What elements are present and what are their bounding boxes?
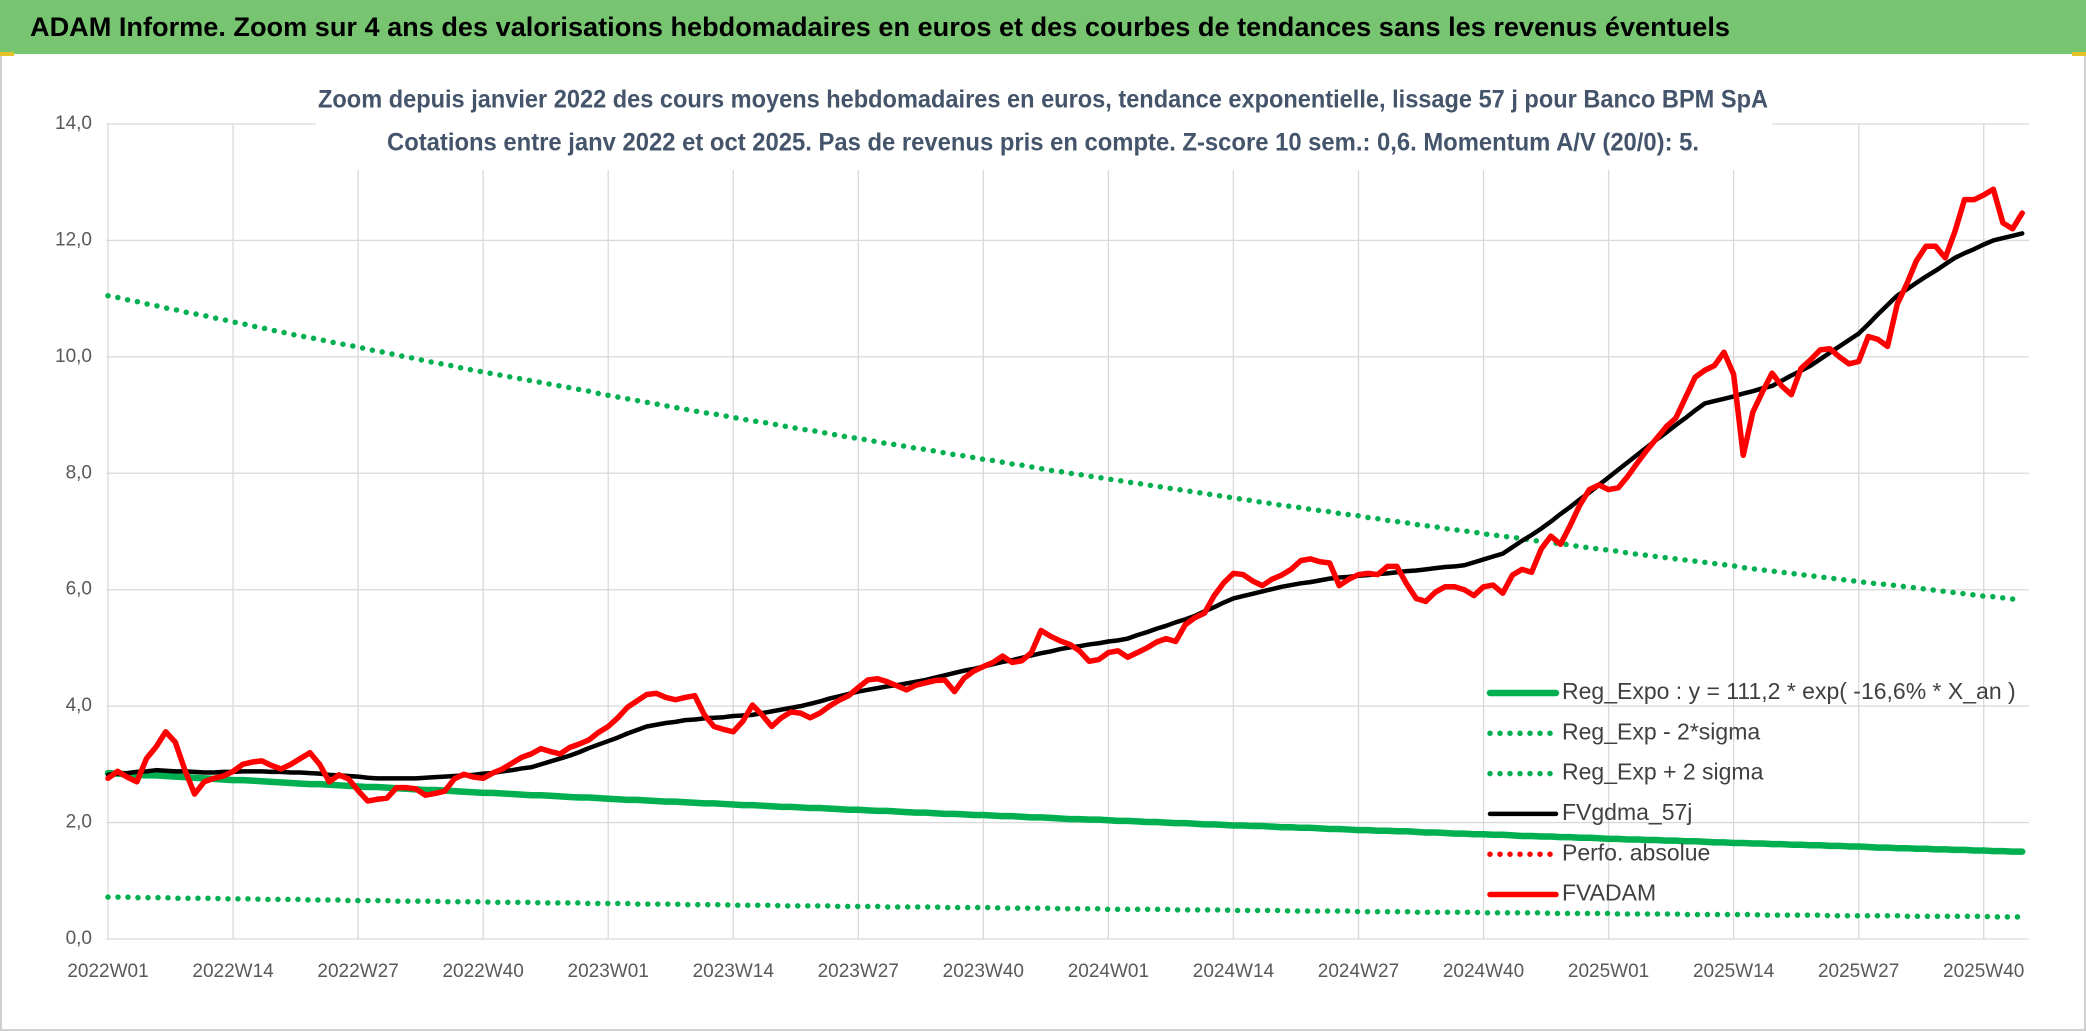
series-line xyxy=(105,292,2025,603)
x-tick-label: 2022W14 xyxy=(192,961,274,982)
series-line xyxy=(105,894,2025,920)
title-background xyxy=(316,80,1772,170)
x-tick-label: 2024W40 xyxy=(1443,961,1524,982)
legend-label: Perfo. absolue xyxy=(1562,839,1710,865)
legend-label: Reg_Exp - 2*sigma xyxy=(1562,718,1760,744)
x-tick-label: 2025W14 xyxy=(1693,961,1775,982)
banner-accent xyxy=(2072,52,2086,56)
legend-label: FVADAM xyxy=(1562,880,1656,906)
y-tick-label: 12,0 xyxy=(55,229,92,250)
legend-label: Reg_Expo : y = 111,2 * exp( -16,6% * X_a… xyxy=(1562,678,2016,704)
legend: Reg_Expo : y = 111,2 * exp( -16,6% * X_a… xyxy=(1486,678,2016,906)
y-tick-label: 0,0 xyxy=(66,928,92,949)
legend-label: FVgdma_57j xyxy=(1562,799,1692,825)
y-tick-label: 4,0 xyxy=(66,695,92,716)
x-tick-label: 2024W01 xyxy=(1068,961,1149,982)
plot-area: 0,0 2,0 4,0 6,0 8,0 10,0 12,0 14,0 2022W01 2022W1… xyxy=(55,113,2029,982)
x-tick-label: 2025W27 xyxy=(1818,961,1899,982)
x-tick-label: 2022W01 xyxy=(67,961,148,982)
banner-background xyxy=(0,0,2086,54)
x-tick-label: 2022W27 xyxy=(317,961,398,982)
x-tick-label: 2025W01 xyxy=(1568,961,1649,982)
x-tick-label: 2023W01 xyxy=(568,961,649,982)
x-tick-label: 2024W27 xyxy=(1318,961,1399,982)
banner-title: ADAM Informe. Zoom sur 4 ans des valoris… xyxy=(30,12,1730,42)
x-tick-label: 2023W27 xyxy=(818,961,899,982)
x-tick-label: 2023W40 xyxy=(943,961,1024,982)
x-tick-label: 2023W14 xyxy=(693,961,775,982)
x-tick-label: 2025W40 xyxy=(1943,961,2024,982)
y-tick-label: 10,0 xyxy=(55,346,92,367)
y-tick-label: 2,0 xyxy=(66,812,92,833)
y-tick-label: 8,0 xyxy=(66,462,92,483)
x-tick-label: 2024W14 xyxy=(1193,961,1275,982)
series-line xyxy=(104,769,2026,855)
legend-label: Reg_Exp + 2 sigma xyxy=(1562,759,1764,785)
banner-accent xyxy=(0,52,14,56)
y-tick-label: 6,0 xyxy=(66,579,92,600)
y-tick-label: 14,0 xyxy=(55,113,92,134)
series-line xyxy=(105,231,2025,781)
series-line xyxy=(105,186,2025,804)
chart-title: Zoom depuis janvier 2022 des cours moyen… xyxy=(318,86,1768,114)
x-tick-label: 2022W40 xyxy=(442,961,523,982)
chart-subtitle: Cotations entre janv 2022 et oct 2025. P… xyxy=(387,129,1699,157)
